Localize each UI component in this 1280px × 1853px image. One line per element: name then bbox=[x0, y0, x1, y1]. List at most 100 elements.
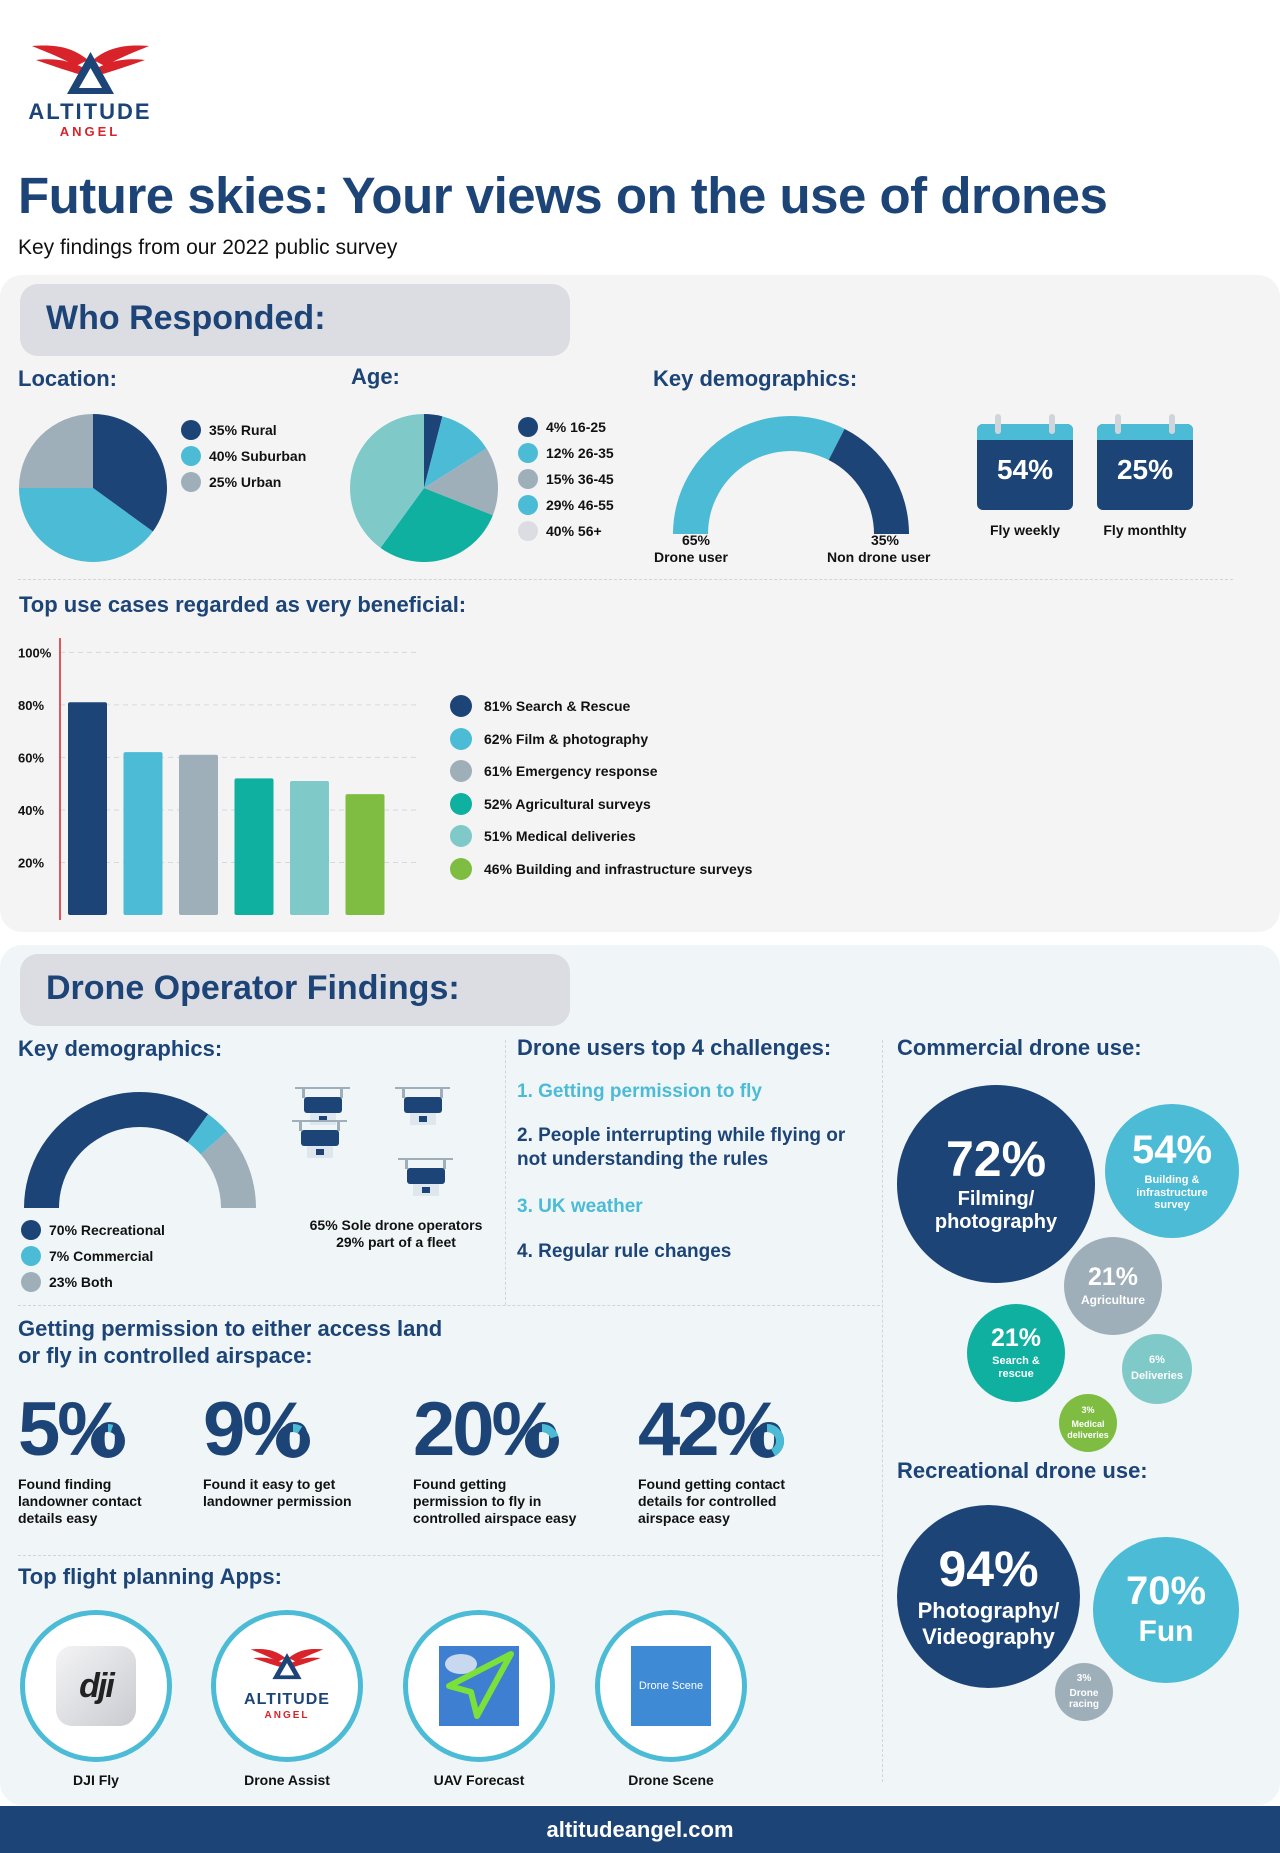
legend-label: 62% Film & photography bbox=[484, 730, 649, 747]
legend-item: 81% Search & Rescue bbox=[450, 690, 752, 723]
fly-weekly-label: Fly weekly bbox=[989, 522, 1061, 538]
y-tick-label: 60% bbox=[18, 750, 44, 765]
location-label: Location: bbox=[18, 366, 117, 391]
permission-stats: 5% Found finding landowner contact details … bbox=[18, 1392, 878, 1526]
bubble-pct: 21% bbox=[990, 1323, 1042, 1352]
legend-label: 35% Rural bbox=[209, 422, 277, 438]
gauge-segment-1 bbox=[24, 1092, 209, 1208]
drone-fleet-icon bbox=[291, 1087, 454, 1197]
legend-swatch bbox=[450, 792, 472, 815]
bubble-label: Fun bbox=[1138, 1614, 1194, 1648]
legend-swatch bbox=[518, 469, 538, 489]
bubble-label: Filming/ photography bbox=[934, 1188, 1058, 1233]
section-title: Who Responded: bbox=[46, 299, 326, 337]
bubble-pct: 94% bbox=[938, 1541, 1039, 1598]
caption-line: Found finding bbox=[18, 1476, 112, 1492]
bubble-label: Medical deliveries bbox=[1067, 1419, 1109, 1440]
app-logo-ring[interactable]: Drone Scene bbox=[595, 1610, 747, 1762]
legend-item: 40% Suburban bbox=[181, 443, 306, 469]
bar-6 bbox=[345, 794, 385, 915]
section-title: Drone Operator Findings: bbox=[46, 969, 460, 1007]
page-title: Future skies: Your views on the use of d… bbox=[18, 167, 1108, 224]
app-logo-ring[interactable]: ALTITUDE ANGEL bbox=[211, 1610, 363, 1762]
bubble: 3% Medical deliveries bbox=[1059, 1394, 1117, 1452]
stat-progress-ring bbox=[275, 1424, 310, 1458]
legend-label: 7% Commercial bbox=[49, 1248, 154, 1264]
legend-label: 25% Urban bbox=[209, 474, 282, 490]
app-logo-ring[interactable]: dji bbox=[20, 1610, 172, 1762]
bubble-pct: 72% bbox=[945, 1131, 1047, 1187]
gauge-segment-2 bbox=[828, 428, 909, 534]
legend-item: 35% Rural bbox=[181, 417, 306, 443]
stat-progress-ring bbox=[90, 1424, 125, 1458]
permission-stat: 5% Found finding landowner contact details … bbox=[18, 1392, 142, 1526]
app-item[interactable]: ALTITUDE ANGEL Drone Assist bbox=[211, 1610, 363, 1788]
operator-type-legend: 70% Recreational 7% Commercial 23% Both bbox=[21, 1217, 165, 1295]
age-pie-chart bbox=[350, 414, 498, 562]
legend-item: 25% Urban bbox=[181, 469, 306, 495]
bubble: 94% Photography/ Videography bbox=[897, 1505, 1080, 1688]
gauge-segment-3 bbox=[200, 1131, 256, 1208]
legend-item: 62% Film & photography bbox=[450, 723, 752, 756]
ring-fill bbox=[90, 1424, 125, 1458]
bubble-pct: 6% bbox=[1149, 1354, 1165, 1367]
divider bbox=[18, 1305, 880, 1306]
legend-swatch bbox=[450, 760, 472, 783]
bubble: 21% Agriculture bbox=[1064, 1237, 1162, 1335]
y-tick-label: 20% bbox=[18, 855, 44, 870]
legend-item: 61% Emergency response bbox=[450, 755, 752, 788]
stat-caption: Found finding landowner contact details ea… bbox=[18, 1476, 142, 1526]
divider bbox=[18, 579, 1233, 580]
legend-item: 7% Commercial bbox=[21, 1243, 165, 1269]
caption-line: Found getting contact bbox=[638, 1476, 785, 1492]
drone-user-pct: 65% bbox=[681, 532, 711, 548]
legend-item: 40% 56+ bbox=[518, 518, 614, 544]
app-name: Drone Scene bbox=[628, 1772, 714, 1788]
bar-4 bbox=[234, 778, 274, 915]
fleet-operators-text: 29% part of a fleet bbox=[336, 1234, 456, 1250]
altitude-angel-sub: ANGEL bbox=[264, 1710, 310, 1721]
bar-2 bbox=[123, 752, 163, 915]
fly-weekly-pct: 54% bbox=[996, 454, 1054, 485]
legend-label: 46% Building and infrastructure surveys bbox=[484, 860, 753, 877]
caption-line: permission to fly in bbox=[413, 1492, 542, 1509]
caption-line: controlled airspace easy bbox=[413, 1509, 577, 1526]
bubble-label: Photography/ Videography bbox=[917, 1598, 1060, 1649]
legend-item: 4% 16-25 bbox=[518, 414, 614, 440]
legend-swatch bbox=[450, 857, 472, 880]
operator-type-gauge bbox=[24, 1092, 256, 1208]
footer-website[interactable]: altitudeangel.com bbox=[0, 1806, 1280, 1853]
stat-number: 9 bbox=[203, 1387, 245, 1472]
bar-5 bbox=[290, 781, 329, 915]
app-item[interactable]: Drone Scene Drone Scene bbox=[595, 1610, 747, 1788]
drone-user-label: Drone user bbox=[654, 549, 728, 565]
challenge-item: 2. People interrupting while flying or n… bbox=[517, 1125, 846, 1170]
pie-slice-5 bbox=[350, 414, 424, 548]
bubble-label: Building & infrastructure survey bbox=[1136, 1174, 1208, 1212]
y-tick-label: 40% bbox=[18, 803, 44, 818]
bubble-label: Agriculture bbox=[1080, 1292, 1145, 1307]
non-user-label: Non drone user bbox=[827, 549, 931, 565]
bar-3 bbox=[179, 754, 218, 915]
use-cases-legend: 81% Search & Rescue 62% Film & photograph… bbox=[450, 690, 752, 885]
divider bbox=[882, 1040, 883, 1782]
permission-stat: 9% Found it easy to get landowner permissi… bbox=[203, 1392, 352, 1510]
drone-scene-icon: Drone Scene bbox=[631, 1646, 711, 1726]
app-item[interactable]: UAV Forecast bbox=[403, 1610, 555, 1788]
app-logo-ring[interactable] bbox=[403, 1610, 555, 1762]
legend-label: 15% 36-45 bbox=[546, 471, 614, 487]
pie-slice-1 bbox=[93, 414, 167, 532]
bubble: 54% Building & infrastructure survey bbox=[1105, 1104, 1239, 1238]
legend-item: 29% 46-55 bbox=[518, 492, 614, 518]
stat-caption: Found it easy to get landowner permission bbox=[203, 1476, 352, 1510]
legend-label: 51% Medical deliveries bbox=[484, 828, 636, 845]
app-item[interactable]: dji DJI Fly bbox=[20, 1610, 172, 1788]
gauge-segment-2 bbox=[187, 1114, 228, 1155]
stat-percent-sign: % bbox=[57, 1392, 125, 1468]
brand-name: ALTITUDE bbox=[28, 99, 152, 124]
pie-slice-1 bbox=[424, 414, 443, 488]
legend-swatch bbox=[181, 420, 201, 440]
stat-caption: Found getting contact details for control… bbox=[638, 1476, 785, 1526]
legend-swatch bbox=[21, 1220, 41, 1240]
caption-line: details easy bbox=[18, 1509, 98, 1526]
